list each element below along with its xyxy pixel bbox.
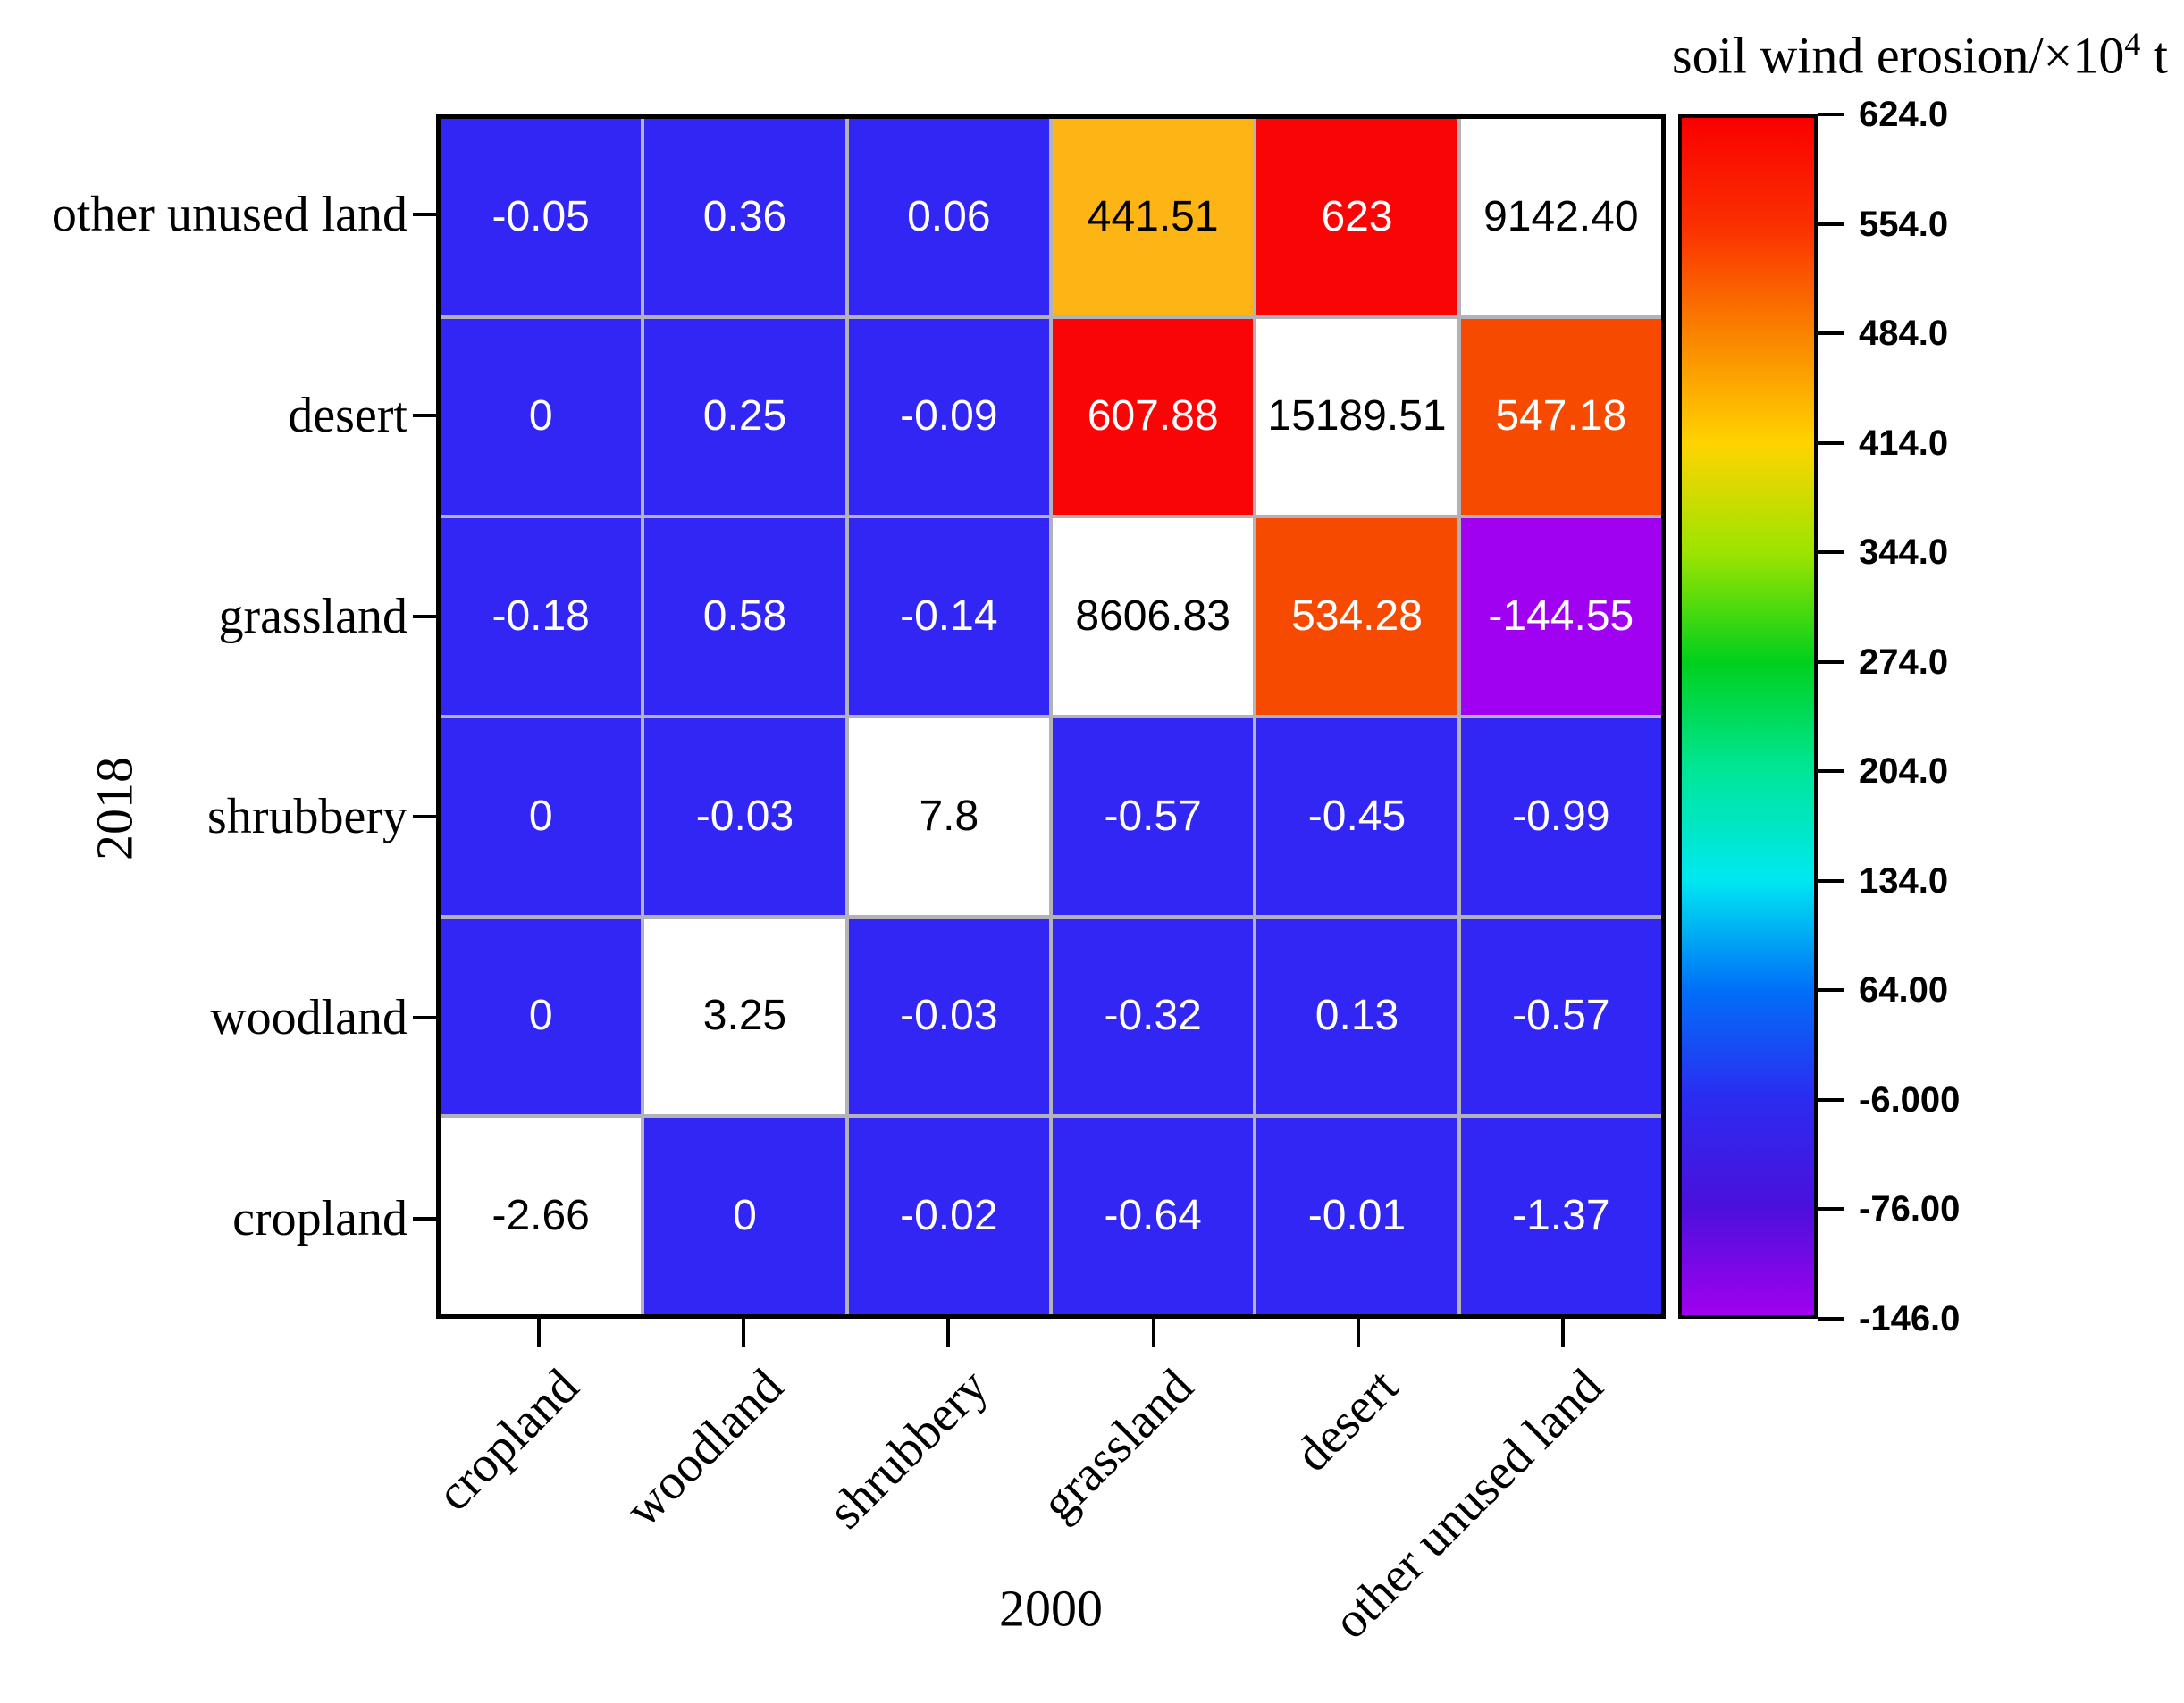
x-axis-tick — [1357, 1319, 1360, 1347]
heatmap-cell: 607.88 — [1052, 318, 1254, 516]
heatmap-cell: 0 — [441, 318, 642, 516]
heatmap-cell: 15189.51 — [1256, 318, 1457, 516]
x-axis-tick — [1151, 1319, 1155, 1347]
heatmap-cell: 0.06 — [848, 119, 1049, 315]
y-axis-tick — [413, 213, 436, 217]
colorbar-title-suffix: t — [2140, 26, 2168, 85]
colorbar-tick — [1818, 222, 1844, 226]
x-axis-category-label: shrubbery — [818, 1358, 999, 1539]
y-axis-category-label: woodland — [210, 990, 407, 1045]
y-axis-tick — [413, 614, 436, 618]
colorbar-tick — [1818, 440, 1844, 445]
heatmap-cell: 8606.83 — [1052, 518, 1254, 715]
colorbar-tick-label: -6.000 — [1859, 1079, 1961, 1120]
heatmap-cell: -0.57 — [1460, 918, 1661, 1115]
heatmap-cell: 3.25 — [644, 918, 845, 1115]
heatmap-cell: -0.05 — [441, 119, 642, 315]
heatmap-cell: 0 — [644, 1118, 845, 1314]
heatmap-cell: -0.03 — [644, 718, 845, 915]
heatmap-cell: -0.99 — [1460, 718, 1661, 915]
x-axis-category-label: cropland — [425, 1358, 590, 1523]
heatmap-cell: -0.57 — [1052, 718, 1254, 915]
colorbar-tick — [1818, 331, 1844, 336]
colorbar-tick-label: 624.0 — [1859, 95, 1949, 134]
heatmap-cell: 441.51 — [1052, 119, 1254, 315]
heatmap-cell: 0.13 — [1256, 918, 1457, 1115]
heatmap-cell: -1.37 — [1460, 1118, 1661, 1314]
heatmap-cell: 0 — [441, 918, 642, 1115]
heatmap-cell: -0.18 — [441, 518, 642, 715]
colorbar-tick-label: 484.0 — [1859, 314, 1949, 354]
colorbar-tick-label: 554.0 — [1859, 204, 1949, 244]
heatmap-cell: 0.25 — [644, 318, 845, 516]
colorbar-tick-label: 274.0 — [1859, 642, 1949, 682]
heatmap-cell: 623 — [1256, 119, 1457, 315]
colorbar-tick — [1818, 550, 1844, 555]
colorbar — [1678, 114, 1818, 1319]
heatmap-cell: -0.02 — [848, 1118, 1049, 1314]
heatmap-cell: -0.14 — [848, 518, 1049, 715]
colorbar-title-superscript: 4 — [2124, 26, 2141, 62]
colorbar-tick — [1818, 113, 1844, 116]
colorbar-title-text: soil wind erosion/×10 — [1672, 26, 2125, 85]
x-axis-category-label: woodland — [615, 1358, 794, 1538]
heatmap-cell: 547.18 — [1460, 318, 1661, 516]
colorbar-tick — [1818, 1097, 1844, 1102]
y-axis-category-label: grassland — [218, 588, 407, 644]
heatmap-cell: -0.32 — [1052, 918, 1254, 1115]
heatmap-cell: 9142.40 — [1460, 119, 1661, 315]
x-axis-tick — [536, 1319, 541, 1347]
heatmap-cell: -0.09 — [848, 318, 1049, 516]
colorbar-tick-label: 64.00 — [1859, 970, 1949, 1011]
y-axis-tick — [413, 414, 436, 417]
heatmap-cell: -0.45 — [1256, 718, 1457, 915]
colorbar-tick — [1818, 988, 1844, 993]
y-axis-tick — [413, 815, 436, 819]
colorbar-tick-label: 414.0 — [1859, 423, 1949, 463]
colorbar-tick-label: 134.0 — [1859, 860, 1949, 901]
colorbar-tick-label: -76.00 — [1859, 1189, 1961, 1229]
y-axis-category-label: other unused land — [51, 187, 407, 243]
y-axis-tick — [413, 1016, 436, 1019]
y-axis-category-label: desert — [288, 388, 407, 443]
x-axis-title: 2000 — [999, 1579, 1103, 1638]
heatmap-cell: 0 — [441, 718, 642, 915]
x-axis-category-label: desert — [1285, 1358, 1409, 1483]
colorbar-title: soil wind erosion/×104 t — [1672, 25, 2168, 85]
heatmap-cell: -0.64 — [1052, 1118, 1254, 1314]
heatmap-cell: -0.03 — [848, 918, 1049, 1115]
y-axis-tick — [413, 1216, 436, 1221]
colorbar-tick — [1818, 1207, 1844, 1212]
heatmap-cell: -0.01 — [1256, 1118, 1457, 1314]
y-axis-category-label: shrubbery — [207, 789, 407, 845]
x-axis-tick — [946, 1319, 951, 1347]
x-axis-tick — [1561, 1319, 1566, 1347]
heatmap-cell: 0.58 — [644, 518, 845, 715]
colorbar-tick-label: 344.0 — [1859, 533, 1949, 573]
colorbar-tick-label: -146.0 — [1859, 1299, 1961, 1338]
heatmap-cell: 0.36 — [644, 119, 845, 315]
colorbar-tick-label: 204.0 — [1859, 751, 1949, 792]
x-axis-tick — [742, 1319, 745, 1347]
colorbar-tick — [1818, 769, 1844, 774]
colorbar-tick — [1818, 1317, 1844, 1321]
colorbar-tick — [1818, 878, 1844, 883]
heatmap-cell: -144.55 — [1460, 518, 1661, 715]
heatmap-grid: -0.05 0.36 0.06 441.51 623 9142.40 0 0.25 -0.09 6… — [436, 114, 1666, 1319]
x-axis-category-label: grassland — [1030, 1358, 1205, 1532]
heatmap-cell: 534.28 — [1256, 518, 1457, 715]
heatmap-cell: 7.8 — [848, 718, 1049, 915]
y-axis-category-label: cropland — [232, 1190, 407, 1246]
colorbar-tick — [1818, 659, 1844, 664]
heatmap-cell: -2.66 — [441, 1118, 642, 1314]
